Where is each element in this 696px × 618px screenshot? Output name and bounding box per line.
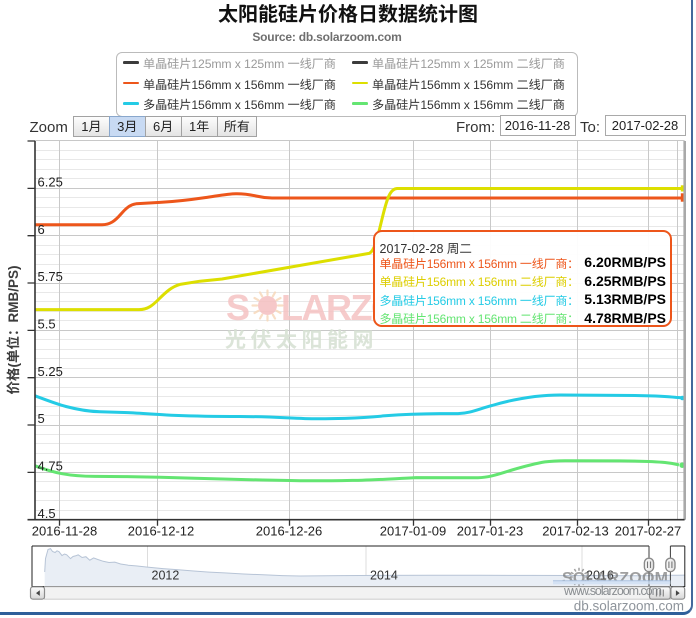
svg-text:db.solarzoom.com: db.solarzoom.com [574,599,684,614]
svg-text:www.solarzoom.com: www.solarzoom.com [563,584,662,598]
svg-text:2017-02-27: 2017-02-27 [615,524,682,539]
svg-text:2017-01-23: 2017-01-23 [457,524,524,539]
svg-text:2017-02-13: 2017-02-13 [542,524,609,539]
svg-text:4.75: 4.75 [38,459,63,474]
svg-text:价格(单位：RMB/PS): 价格(单位：RMB/PS) [6,266,21,395]
svg-text:2016-12-26: 2016-12-26 [256,524,323,539]
svg-text:光伏太阳能网: 光伏太阳能网 [225,329,378,352]
svg-text:6: 6 [38,222,45,237]
svg-text:5.25: 5.25 [38,364,63,379]
svg-text:2014: 2014 [370,569,398,583]
svg-text:2016-11-28: 2016-11-28 [32,524,98,539]
svg-text:2017-01-09: 2017-01-09 [380,524,447,539]
svg-text:2016-12-12: 2016-12-12 [128,524,195,539]
svg-text:2016: 2016 [586,569,614,583]
svg-text:5.75: 5.75 [38,269,63,284]
svg-text:S: S [226,287,249,328]
svg-text:5: 5 [38,411,45,426]
svg-text:4.5: 4.5 [38,506,56,521]
svg-text:6.25: 6.25 [38,175,63,190]
svg-text:2012: 2012 [152,569,180,583]
svg-text:5.5: 5.5 [38,317,56,332]
